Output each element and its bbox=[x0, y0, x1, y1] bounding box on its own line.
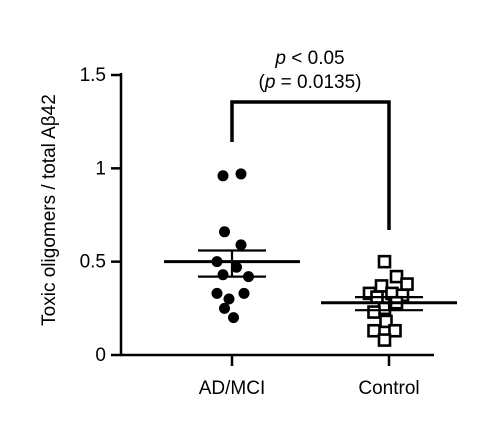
point-admci-8 bbox=[211, 287, 223, 299]
point-control-14 bbox=[377, 333, 392, 347]
mean-sem-bars bbox=[164, 249, 457, 312]
point-admci-10 bbox=[223, 293, 235, 305]
p-symbol: p bbox=[274, 48, 286, 69]
x-tick-label-control: Control bbox=[358, 378, 419, 399]
point-admci-12 bbox=[228, 312, 239, 324]
point-control-10 bbox=[367, 305, 381, 319]
y-tick-label-0: 0 bbox=[95, 345, 106, 366]
p-symbol-2: p bbox=[264, 72, 276, 93]
point-control-2 bbox=[400, 277, 414, 291]
significance-bracket bbox=[230, 100, 391, 230]
point-admci-9 bbox=[238, 287, 250, 299]
y-axis-label: Toxic oligomers / total Aβ42 bbox=[39, 94, 60, 326]
point-control-12 bbox=[367, 323, 381, 338]
p-threshold: < 0.05 bbox=[286, 48, 345, 69]
point-control-13 bbox=[388, 323, 402, 338]
significance-annotation-line1: p < 0.05 bbox=[274, 48, 344, 69]
y-tick-label-3: 1.5 bbox=[80, 65, 106, 86]
point-control-1 bbox=[389, 269, 404, 284]
point-admci-11 bbox=[219, 302, 230, 314]
y-ticks: 0 0.5 1 1.5 bbox=[80, 65, 121, 366]
y-tick-label-2: 1 bbox=[95, 158, 106, 179]
x-tick-label-admci: AD/MCI bbox=[199, 378, 266, 399]
point-admci-6 bbox=[217, 269, 229, 281]
point-control-11 bbox=[379, 314, 393, 329]
point-admci-2 bbox=[219, 226, 230, 238]
point-admci-3 bbox=[235, 239, 247, 251]
y-tick-label-1: 0.5 bbox=[80, 252, 106, 273]
point-admci-5 bbox=[231, 261, 242, 273]
significance-annotation-line2: (p = 0.0135) bbox=[259, 72, 362, 93]
p-value: = 0.0135) bbox=[275, 72, 361, 93]
data-points bbox=[211, 168, 414, 347]
point-admci-1 bbox=[235, 168, 247, 180]
p-open-paren: ( bbox=[259, 72, 266, 93]
point-control-0 bbox=[377, 254, 392, 269]
point-admci-0 bbox=[217, 170, 229, 182]
